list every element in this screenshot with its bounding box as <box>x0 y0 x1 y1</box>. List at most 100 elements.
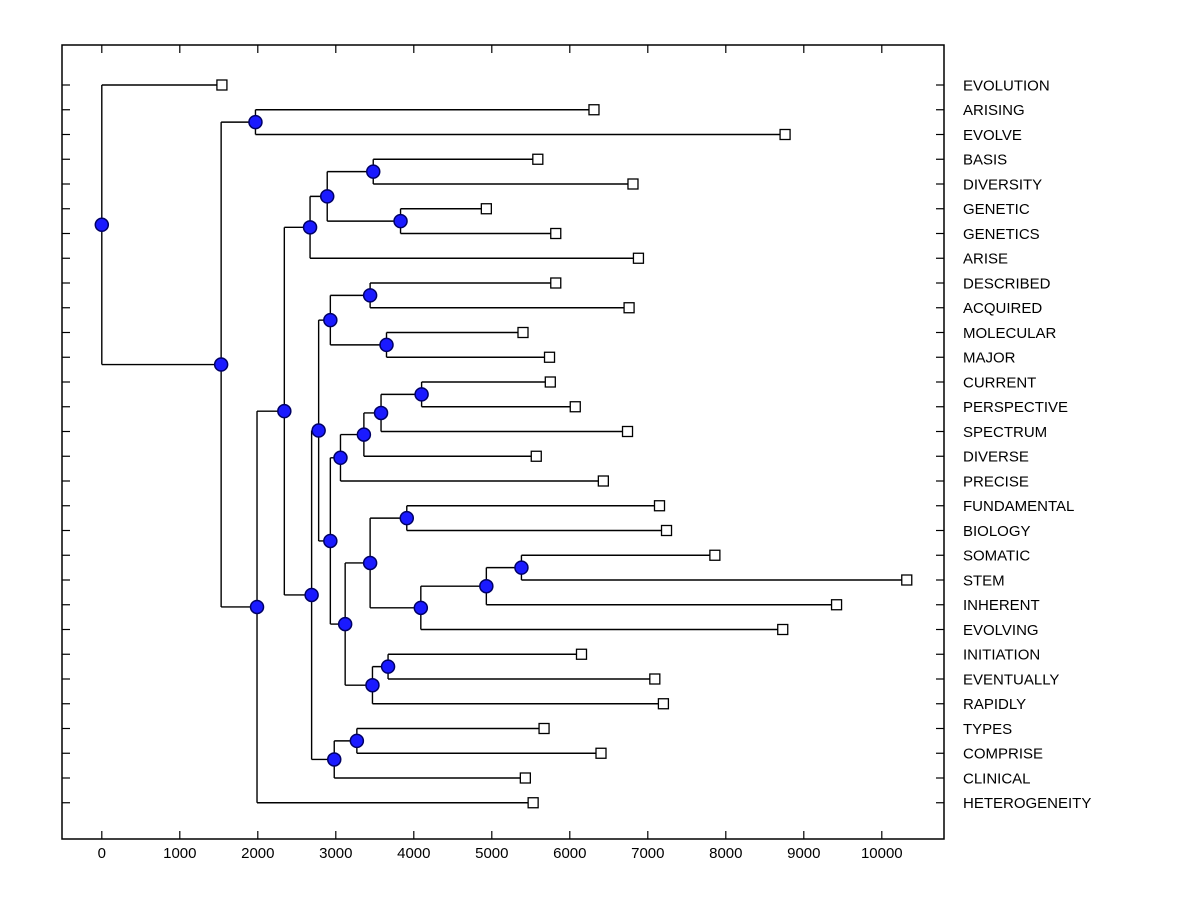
internal-node-marker <box>249 599 265 615</box>
internal-node-marker <box>479 578 494 594</box>
internal-node-marker <box>213 357 229 372</box>
leaf-marker <box>216 79 228 91</box>
leaf-label: HETEROGENEITY <box>963 795 1091 812</box>
x-tick-label: 2000 <box>241 845 274 862</box>
x-tick-label: 4000 <box>397 845 430 862</box>
leaf-marker <box>538 722 550 735</box>
internal-node-marker <box>323 312 338 328</box>
leaf-label: CURRENT <box>963 374 1036 391</box>
leaf-label: RAPIDLY <box>963 696 1026 713</box>
leaf-label: ARISING <box>963 102 1025 119</box>
leaf-label: EVOLVING <box>963 622 1039 639</box>
leaf-marker <box>779 128 791 141</box>
leaf-marker <box>597 475 609 487</box>
leaf-marker <box>621 425 634 438</box>
internal-node-marker <box>356 427 372 442</box>
leaf-label: MOLECULAR <box>963 325 1057 342</box>
leaf-marker <box>709 549 721 561</box>
leaf-marker <box>777 623 789 636</box>
internal-node-marker <box>393 213 408 229</box>
leaf-marker <box>623 302 635 314</box>
x-tick-label: 6000 <box>553 845 586 862</box>
internal-node-marker <box>414 387 429 402</box>
internal-node-marker <box>304 587 319 603</box>
leaf-marker <box>517 326 529 339</box>
leaf-marker <box>660 524 673 537</box>
leaf-marker <box>480 203 492 215</box>
leaf-marker <box>653 500 666 512</box>
leaf-label: DIVERSITY <box>963 176 1042 193</box>
leaf-marker <box>519 772 531 784</box>
leaf-label: CLINICAL <box>963 770 1031 787</box>
leaf-marker <box>550 227 562 240</box>
leaf-label: GENETICS <box>963 226 1040 243</box>
internal-node-marker <box>302 220 318 235</box>
leaf-marker <box>595 747 607 759</box>
leaf-marker <box>544 376 556 388</box>
internal-node-marker <box>413 600 429 616</box>
internal-node-marker <box>379 337 394 353</box>
internal-node-marker <box>337 616 353 632</box>
leaf-marker <box>901 574 913 586</box>
x-tick-label: 10000 <box>861 845 903 862</box>
leaf-label: SOMATIC <box>963 548 1030 565</box>
leaf-marker <box>532 153 544 165</box>
leaf-marker <box>627 178 639 190</box>
plot-box <box>61 44 945 840</box>
leaf-marker <box>575 648 588 660</box>
internal-node-marker <box>94 217 110 233</box>
internal-node-marker <box>362 288 378 303</box>
x-tick-label: 8000 <box>709 845 742 862</box>
leaf-label: SPECTRUM <box>963 424 1047 441</box>
leaf-marker <box>657 698 670 710</box>
leaf-label: DESCRIBED <box>963 275 1051 292</box>
leaf-label: EVOLUTION <box>963 77 1050 94</box>
internal-node-marker <box>323 533 338 549</box>
leaf-label: COMPRISE <box>963 746 1043 763</box>
internal-node-marker <box>349 733 365 749</box>
leaf-marker <box>830 599 843 611</box>
internal-node-marker <box>380 659 396 674</box>
leaf-label: DIVERSE <box>963 449 1029 466</box>
leaf-label: BIOLOGY <box>963 523 1031 540</box>
internal-node-marker <box>399 510 415 526</box>
internal-node-marker <box>326 752 342 767</box>
internal-node-marker <box>248 114 263 130</box>
leaf-marker <box>632 252 645 264</box>
internal-node-marker <box>514 560 529 575</box>
leaf-label: STEM <box>963 572 1005 589</box>
leaf-label: EVENTUALLY <box>963 671 1059 688</box>
internal-node-marker <box>311 423 326 438</box>
x-tick-label: 1000 <box>163 845 196 862</box>
x-tick-label: 9000 <box>787 845 820 862</box>
leaf-marker <box>550 277 562 289</box>
leaf-label: GENETIC <box>963 201 1030 218</box>
internal-node-marker <box>319 189 335 204</box>
leaf-marker <box>588 104 600 116</box>
x-tick-label: 0 <box>98 845 106 862</box>
leaf-marker <box>543 351 556 363</box>
internal-node-marker <box>277 403 292 419</box>
leaf-marker <box>649 673 661 685</box>
leaf-label: INITIATION <box>963 647 1040 664</box>
internal-node-marker <box>333 450 348 466</box>
leaf-marker <box>527 797 539 809</box>
leaf-label: ARISE <box>963 251 1008 268</box>
leaf-marker <box>530 450 542 462</box>
leaf-marker <box>569 401 581 413</box>
leaf-label: PRECISE <box>963 473 1029 490</box>
x-tick-label: 5000 <box>475 845 508 862</box>
leaf-label: PERSPECTIVE <box>963 399 1068 416</box>
x-tick-label: 7000 <box>631 845 664 862</box>
leaf-label: MAJOR <box>963 350 1016 367</box>
leaf-label: INHERENT <box>963 597 1040 614</box>
internal-node-marker <box>365 164 381 179</box>
leaf-label: FUNDAMENTAL <box>963 498 1074 515</box>
leaf-label: ACQUIRED <box>963 300 1042 317</box>
internal-node-marker <box>373 405 389 421</box>
internal-node-marker <box>362 555 378 571</box>
leaf-label: EVOLVE <box>963 127 1022 144</box>
leaf-label: BASIS <box>963 152 1007 169</box>
